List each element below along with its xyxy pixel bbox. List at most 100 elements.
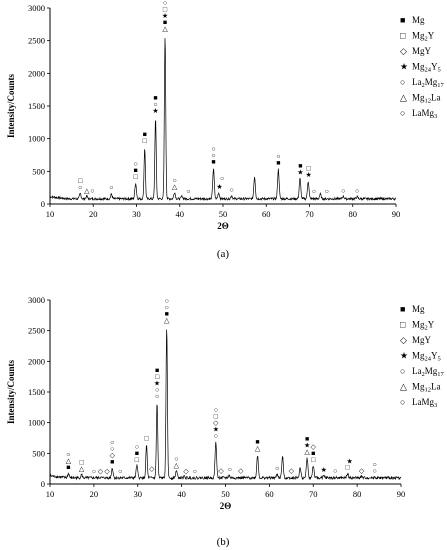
phase-marker-la2mg17: ○ (214, 432, 218, 440)
xrd-panel-b: 0 500 1000 1500 2000 2500 3000 10 20 30 40 50 60 70 80… (6, 295, 445, 548)
legend-symbol-mg24y5: ★ (400, 351, 408, 361)
phase-marker-mg: ■ (305, 435, 309, 443)
phase-marker-mg12la: △ (79, 465, 85, 473)
phase-marker-mg: ■ (155, 367, 159, 375)
phase-marker-la2mg17: ○ (312, 188, 316, 196)
y-axis-label: Intensity/Counts (6, 359, 16, 424)
phase-marker-mg2y: □ (311, 456, 316, 464)
phase-marker-mg2y: □ (155, 373, 160, 381)
phase-marker-la2mg17: ○ (211, 152, 215, 160)
phase-marker-mg2y: □ (163, 5, 168, 13)
legend-label-mg12la: Mg12La (412, 382, 441, 394)
phase-marker-mgy: ◇ (238, 467, 244, 475)
x-tick-label: 30 (132, 209, 141, 219)
legend-symbol-lamg3: ○ (400, 397, 405, 407)
y-tick-label: 2500 (28, 326, 45, 336)
legend-label-mg24y5: Mg24Y5 (412, 62, 441, 74)
phase-marker-mg24y5: ★ (347, 458, 353, 466)
phase-marker-mg12la: △ (66, 457, 72, 465)
legend-symbol-mgy: ◇ (400, 46, 407, 56)
phase-marker-mg: ■ (276, 159, 280, 167)
phase-marker-la2mg17: ○ (163, 0, 167, 7)
phase-marker-mg: ■ (135, 449, 139, 457)
legend-symbol-mg24y5: ★ (400, 62, 408, 72)
xrd-pattern-line (49, 38, 397, 202)
phase-marker-mg24y5: ★ (216, 183, 222, 191)
phase-marker-mg12la: △ (255, 445, 261, 453)
phase-marker-mg2y: □ (79, 458, 84, 466)
phase-marker-mg: ■ (311, 449, 315, 457)
phase-marker-mg24y5: ★ (305, 171, 311, 179)
phase-marker-mg24y5: ★ (154, 380, 160, 388)
phase-marker-mg12la: △ (84, 187, 90, 195)
phase-marker-mg2y: □ (144, 434, 149, 442)
phase-marker-la2mg17: ○ (165, 304, 169, 312)
phase-marker-lamg3: ○ (373, 460, 377, 468)
legend-label-lamg3: LaMg3 (412, 108, 437, 120)
x-tick-label: 80 (353, 489, 362, 499)
legend-symbol-mg: ■ (400, 304, 405, 314)
phase-marker-la2mg17: ○ (220, 174, 224, 182)
phase-marker-la2mg17: ○ (355, 187, 359, 195)
phase-marker-la2mg17: ○ (172, 176, 176, 184)
phase-marker-mg: ■ (134, 167, 138, 175)
phase-marker-la2mg17: ○ (373, 467, 377, 475)
legend-label-la2mg17: La2Mg17 (412, 366, 445, 378)
y-axis-label: Intensity/Counts (6, 73, 16, 138)
legend-label-mg2y: Mg2Y (412, 31, 435, 43)
legend-symbol-la2mg17: ○ (400, 77, 405, 87)
x-tick-label: 50 (219, 209, 228, 219)
phase-marker-mgy: ◇ (110, 452, 116, 460)
phase-marker-la2mg17: ○ (186, 188, 190, 196)
phase-marker-mg24y5: ★ (152, 107, 158, 115)
phase-marker-la2mg17: ○ (92, 467, 96, 475)
legend-label-mgy: MgY (412, 335, 432, 345)
legend-label-mgy: MgY (412, 46, 432, 56)
phase-marker-mg12la: △ (162, 25, 168, 33)
phase-marker-lamg3: ○ (66, 451, 70, 459)
phase-marker-mg2y: □ (214, 412, 219, 420)
y-tick-label: 2500 (28, 36, 45, 46)
phase-marker-mg: ■ (255, 438, 259, 446)
phase-marker-mg: ■ (165, 310, 169, 318)
figure-caption: (a) (217, 248, 230, 260)
phase-marker-mg24y5: ★ (321, 466, 327, 474)
legend-symbol-mgy: ◇ (400, 335, 407, 345)
phase-marker-la2mg17: ○ (155, 393, 159, 401)
phase-marker-la2mg17: ○ (135, 443, 139, 451)
x-tick-label: 10 (46, 489, 55, 499)
x-axis-label: 2Θ (217, 221, 229, 231)
phase-marker-mg12la: △ (304, 448, 310, 456)
phase-marker-mg: ■ (110, 458, 114, 466)
phase-marker-la2mg17: ○ (325, 188, 329, 196)
phase-marker-mg2y: □ (307, 165, 312, 173)
legend-symbol-mg12la: △ (400, 382, 407, 392)
phase-marker-mgy: ◇ (213, 419, 219, 427)
phase-marker-la2mg17: ○ (275, 464, 279, 472)
y-tick-label: 2000 (28, 68, 45, 78)
phase-marker-mg: ■ (298, 162, 302, 170)
legend-symbol-mg2y: □ (400, 320, 406, 330)
phase-marker-mg: ■ (143, 131, 147, 139)
legend-label-la2mg17: La2Mg17 (412, 77, 445, 89)
y-tick-label: 500 (32, 166, 45, 176)
x-tick-label: 10 (46, 209, 55, 219)
xrd-panel-a: 0 500 1000 1500 2000 2500 3000 10 20 30 40 50 60 70 80… (6, 0, 445, 260)
x-tick-label: 40 (176, 209, 185, 219)
phase-marker-mg24y5: ★ (162, 12, 168, 20)
phase-marker-la2mg17: ○ (90, 187, 94, 195)
phase-marker-mg12la: △ (174, 461, 180, 469)
phase-marker-mgy: ◇ (183, 467, 189, 475)
y-tick-label: 3000 (28, 3, 45, 13)
legend-symbol-la2mg17: ○ (400, 366, 405, 376)
y-tick-label: 1500 (28, 387, 45, 397)
phase-marker-mg: ■ (153, 94, 157, 102)
y-tick-label: 2000 (28, 356, 45, 366)
phase-marker-la2mg17: ○ (134, 160, 138, 168)
phase-marker-lamg3: ○ (211, 145, 215, 153)
phase-marker-mgy: ◇ (149, 465, 155, 473)
phase-marker-mg12la: △ (164, 317, 170, 325)
phase-marker-mg: ■ (211, 158, 215, 166)
x-tick-label: 50 (221, 489, 230, 499)
